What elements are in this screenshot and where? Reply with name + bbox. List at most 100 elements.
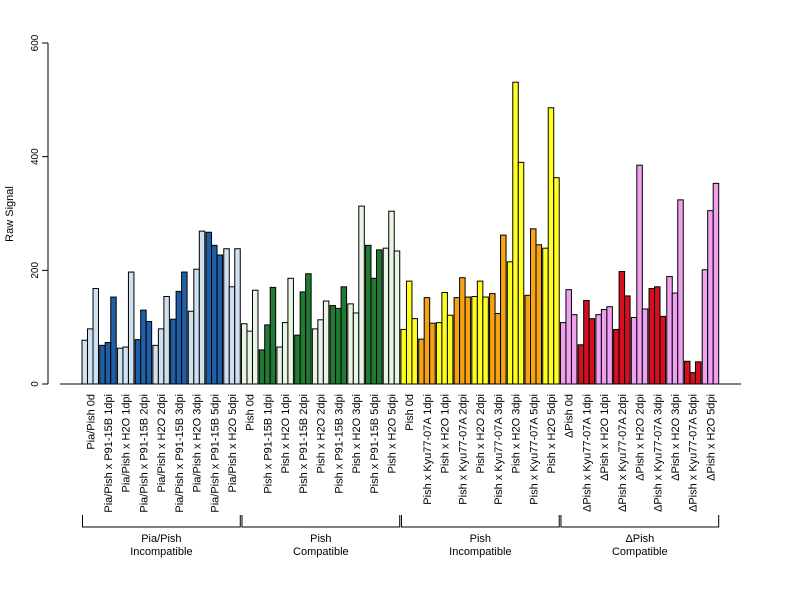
category-label: ΔPish 0d bbox=[564, 394, 576, 438]
bar bbox=[99, 344, 106, 385]
category-label: Pia/Pish x P91-15B 2dpi bbox=[138, 394, 150, 513]
bar bbox=[322, 300, 330, 385]
group-bracket bbox=[400, 515, 560, 528]
bar bbox=[193, 268, 200, 385]
bar bbox=[122, 346, 129, 385]
category-label: Pish 0d bbox=[404, 394, 416, 431]
bar bbox=[666, 276, 673, 385]
bar bbox=[405, 280, 413, 385]
bar bbox=[170, 318, 177, 385]
bar bbox=[459, 277, 466, 385]
bar bbox=[127, 271, 135, 385]
bar bbox=[140, 309, 147, 385]
bar bbox=[512, 81, 519, 385]
category-label: Pish x Kyu77-07A 5dpi bbox=[528, 394, 540, 505]
bar bbox=[553, 177, 560, 385]
bar bbox=[163, 295, 170, 385]
category-label: Pish x H2O 3dpi bbox=[351, 394, 363, 473]
bar bbox=[181, 271, 188, 385]
bar bbox=[570, 314, 578, 385]
category-label: Pish x P91-15B 2dpi bbox=[298, 394, 310, 494]
group-label-line1: Pish bbox=[310, 533, 331, 545]
bar bbox=[352, 312, 360, 385]
bar bbox=[287, 277, 294, 385]
y-axis: 0 200 400 600 bbox=[30, 34, 49, 387]
category-label: Pia/Pish x P91-15B 5dpi bbox=[209, 394, 221, 513]
bar bbox=[157, 328, 165, 385]
y-tick-label: 200 bbox=[30, 262, 41, 279]
bar bbox=[429, 322, 436, 385]
bar bbox=[659, 315, 667, 385]
bar bbox=[400, 328, 407, 385]
bar bbox=[187, 310, 195, 385]
y-tick-label: 0 bbox=[30, 381, 41, 387]
bar bbox=[630, 317, 638, 385]
y-axis-title: Raw Signal bbox=[4, 186, 16, 242]
bar bbox=[588, 318, 596, 385]
category-label: Pish x H2O 5dpi bbox=[386, 394, 398, 473]
bar bbox=[535, 244, 542, 385]
bar bbox=[228, 286, 236, 385]
bar bbox=[418, 338, 425, 385]
bar bbox=[701, 269, 709, 385]
bar bbox=[317, 319, 324, 385]
category-label: ΔPish x Kyu77-07A 1dpi bbox=[581, 394, 593, 512]
bar bbox=[365, 244, 372, 385]
bar bbox=[234, 248, 241, 385]
bar bbox=[441, 292, 448, 385]
category-label: Pish x H2O 1dpi bbox=[280, 394, 292, 473]
bar bbox=[411, 318, 418, 385]
category-label: ΔPish x Kyu77-07A 3dpi bbox=[652, 394, 664, 512]
bar bbox=[694, 361, 702, 385]
group-label-line1: Pish bbox=[470, 533, 491, 545]
bar bbox=[453, 297, 461, 385]
bar bbox=[134, 339, 142, 385]
bar bbox=[393, 250, 401, 385]
bar bbox=[376, 249, 383, 385]
category-label: Pia/Pish x H2O 2dpi bbox=[156, 394, 168, 492]
bar bbox=[489, 293, 496, 385]
bar bbox=[311, 328, 319, 385]
category-label: Pish x H2O 2dpi bbox=[475, 394, 487, 473]
bar bbox=[175, 290, 183, 385]
bar bbox=[305, 273, 312, 385]
bar bbox=[565, 289, 572, 385]
category-label: ΔPish x H2O 3dpi bbox=[670, 394, 682, 481]
bar bbox=[92, 288, 99, 385]
group-label-line2: Compatible bbox=[293, 546, 349, 558]
bar bbox=[618, 270, 626, 385]
group-label-line1: Pia/Pish bbox=[141, 533, 181, 545]
bar bbox=[683, 360, 691, 385]
bar bbox=[335, 307, 342, 385]
bar bbox=[542, 247, 549, 385]
group-label-line2: Incompatible bbox=[449, 546, 511, 558]
bar bbox=[641, 308, 649, 385]
y-tick-label: 400 bbox=[30, 148, 41, 165]
category-label: Pia/Pish 0d bbox=[85, 394, 97, 450]
bar bbox=[198, 230, 206, 385]
bar bbox=[388, 210, 395, 385]
bar bbox=[104, 342, 112, 385]
category-label: Pia/Pish x P91-15B 3dpi bbox=[174, 394, 186, 513]
y-tick-label: 600 bbox=[30, 34, 41, 51]
category-label: Pish x H2O 2dpi bbox=[316, 394, 328, 473]
bar bbox=[476, 280, 484, 385]
category-label: ΔPish x Kyu77-07A 5dpi bbox=[688, 394, 700, 512]
bar bbox=[347, 303, 354, 385]
category-label: Pia/Pish x H2O 1dpi bbox=[121, 394, 133, 492]
group-label-line1: ΔPish bbox=[625, 533, 654, 545]
bar bbox=[281, 322, 289, 385]
bar bbox=[471, 295, 478, 385]
bar bbox=[110, 296, 117, 385]
category-label: Pia/Pish x P91-15B 1dpi bbox=[103, 394, 115, 513]
bar bbox=[216, 254, 224, 385]
bar bbox=[559, 322, 567, 385]
category-label: Pish x H2O 1dpi bbox=[440, 394, 452, 473]
bar bbox=[595, 314, 602, 385]
bar bbox=[613, 328, 620, 385]
bar bbox=[258, 349, 266, 385]
group-label-line2: Compatible bbox=[612, 546, 668, 558]
category-label: Pish x P91-15B 1dpi bbox=[262, 394, 274, 494]
bar bbox=[240, 323, 248, 385]
